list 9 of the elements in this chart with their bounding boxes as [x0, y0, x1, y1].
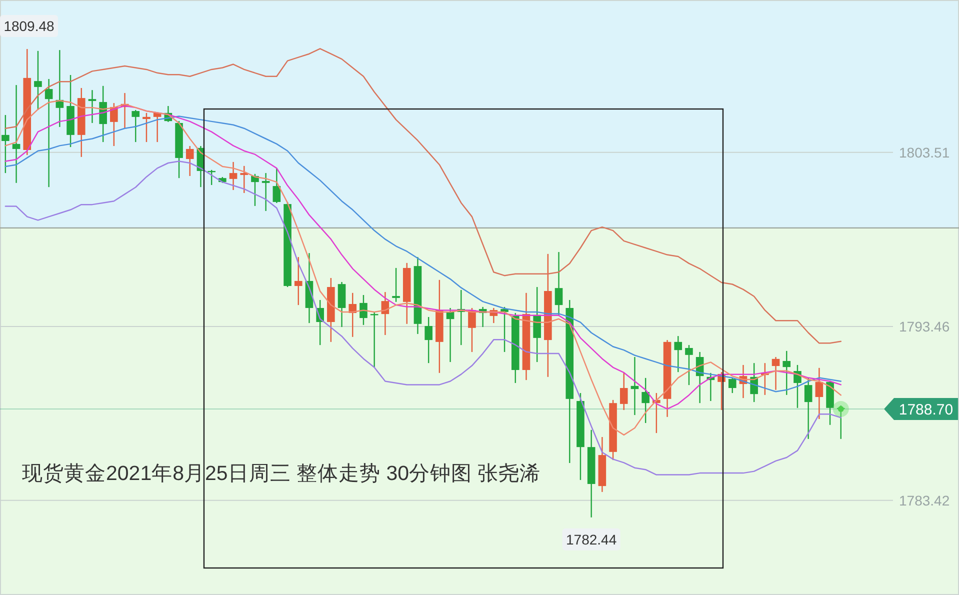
- tick-label: 1783.42: [899, 492, 950, 508]
- annotation: 1782.44: [566, 531, 617, 548]
- ref-line-label: 1788.70: [898, 401, 954, 418]
- annotation: 1782.44: [562, 528, 620, 550]
- title: 现货黄金2021年8月25日周三 整体走势 30分钟图 张尧浠: [22, 462, 541, 485]
- annotation: 1809.48: [4, 18, 55, 34]
- tick-label: 1793.46: [899, 318, 950, 335]
- tick-label: 1803.51: [899, 144, 950, 160]
- annotation: 1809.48: [0, 15, 58, 38]
